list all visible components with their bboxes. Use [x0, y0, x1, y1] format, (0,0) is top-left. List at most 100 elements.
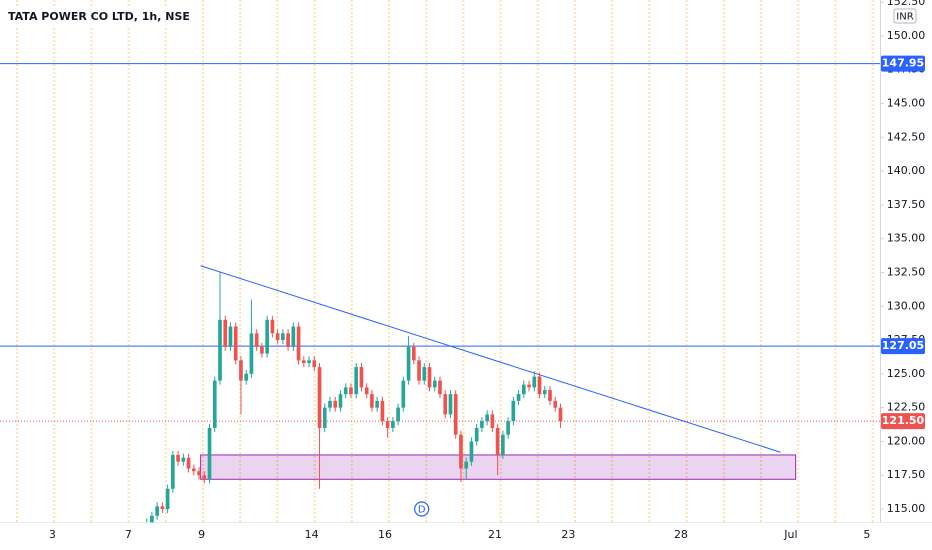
x-tick-label: 23 [561, 528, 575, 541]
candle-body [155, 506, 159, 516]
candle-body [249, 333, 254, 374]
candle-body [343, 387, 348, 395]
candle-body [165, 488, 170, 510]
candle-body [312, 360, 317, 368]
candle-body [375, 400, 379, 408]
y-tick-label: 130.00 [887, 299, 926, 312]
candle-body [233, 326, 238, 361]
candle-body [244, 373, 249, 381]
candle-body [438, 380, 442, 395]
title-bg [0, 8, 172, 26]
event-marker-label: D [418, 505, 426, 516]
candle-body [296, 326, 301, 361]
candle-body [480, 421, 484, 428]
candle-body [254, 333, 259, 347]
price-label: 127.05 [882, 339, 924, 352]
candle-body [537, 376, 542, 395]
candle-body [432, 380, 437, 388]
candle-body [453, 394, 458, 435]
candle-body [422, 367, 427, 381]
candle-body [181, 457, 186, 462]
y-tick-label: 135.00 [887, 232, 926, 245]
y-tick-label: 137.50 [887, 198, 926, 211]
candle-body [553, 400, 558, 408]
x-tick-label: 7 [125, 528, 132, 541]
candle-body [542, 390, 547, 395]
candle-body [464, 461, 469, 469]
candle-body [281, 333, 285, 341]
candle-body [275, 333, 280, 341]
candle-body [212, 380, 217, 428]
candle-body [239, 360, 243, 381]
y-tick-label: 132.50 [887, 265, 926, 278]
candle-body [448, 394, 453, 415]
currency-label: INR [896, 12, 913, 23]
x-tick-label: Jul [783, 528, 797, 541]
candle-body [385, 421, 390, 428]
y-tick-label: 140.00 [887, 164, 926, 177]
candle-body [443, 394, 448, 415]
price-label-box [881, 55, 925, 72]
candle-body [286, 333, 290, 347]
y-tick-label: 115.00 [887, 502, 926, 515]
candle-body [333, 400, 338, 408]
candle-body [427, 367, 432, 388]
candle-body [191, 468, 196, 472]
candle-body [459, 434, 463, 469]
y-tick-label: 117.50 [887, 468, 926, 481]
candle-body [150, 515, 154, 523]
support-zone [200, 454, 797, 480]
candle-body [558, 407, 563, 422]
candle-body [291, 326, 296, 347]
candle-body [265, 319, 269, 354]
candle-body [485, 414, 489, 422]
candle-body [338, 394, 343, 408]
candle-body [364, 387, 369, 395]
candle-body [349, 387, 353, 395]
candle-body [171, 454, 175, 489]
candle-body [527, 384, 531, 388]
candle-body [417, 360, 421, 381]
y-tick-label: 120.00 [887, 434, 926, 447]
y-tick-label: 152.50 [887, 0, 926, 8]
x-tick-label: 9 [198, 528, 205, 541]
candle-body [469, 441, 474, 462]
x-tick-label: 16 [378, 528, 392, 541]
candle-body [380, 400, 385, 422]
candle-body [495, 427, 500, 455]
candle-body [322, 407, 327, 428]
y-tick-label: 125.00 [887, 367, 926, 380]
candle-body [228, 326, 233, 347]
candle-body [532, 376, 537, 388]
candle-body [506, 421, 510, 435]
y-tick-label: 150.00 [887, 29, 926, 42]
candle-body [317, 367, 322, 428]
candle-body [160, 506, 165, 510]
candle-body [548, 390, 552, 401]
candle-body [401, 380, 406, 408]
candle-body [359, 367, 364, 388]
price-label-box [881, 413, 925, 430]
candle-body [307, 360, 311, 364]
x-tick-label: 5 [863, 528, 870, 541]
candle-body [521, 384, 526, 395]
y-tick-label: 122.50 [887, 401, 926, 414]
candle-body [411, 346, 416, 361]
candle-body [406, 346, 411, 381]
candle-body [396, 407, 400, 422]
event-marker [414, 501, 430, 517]
candle-body [301, 360, 306, 364]
y-tick-label: 142.50 [887, 130, 926, 143]
candle-body [370, 394, 374, 408]
candle-body [223, 319, 228, 347]
candle-body [501, 434, 505, 455]
candle-body [270, 319, 275, 334]
y-tick-label: 145.00 [887, 97, 926, 110]
candle-body [328, 400, 332, 408]
currency-box [893, 8, 917, 24]
candle-body [186, 457, 191, 469]
candle-body [176, 454, 180, 462]
candle-body [490, 414, 495, 428]
candle-body [354, 367, 359, 395]
